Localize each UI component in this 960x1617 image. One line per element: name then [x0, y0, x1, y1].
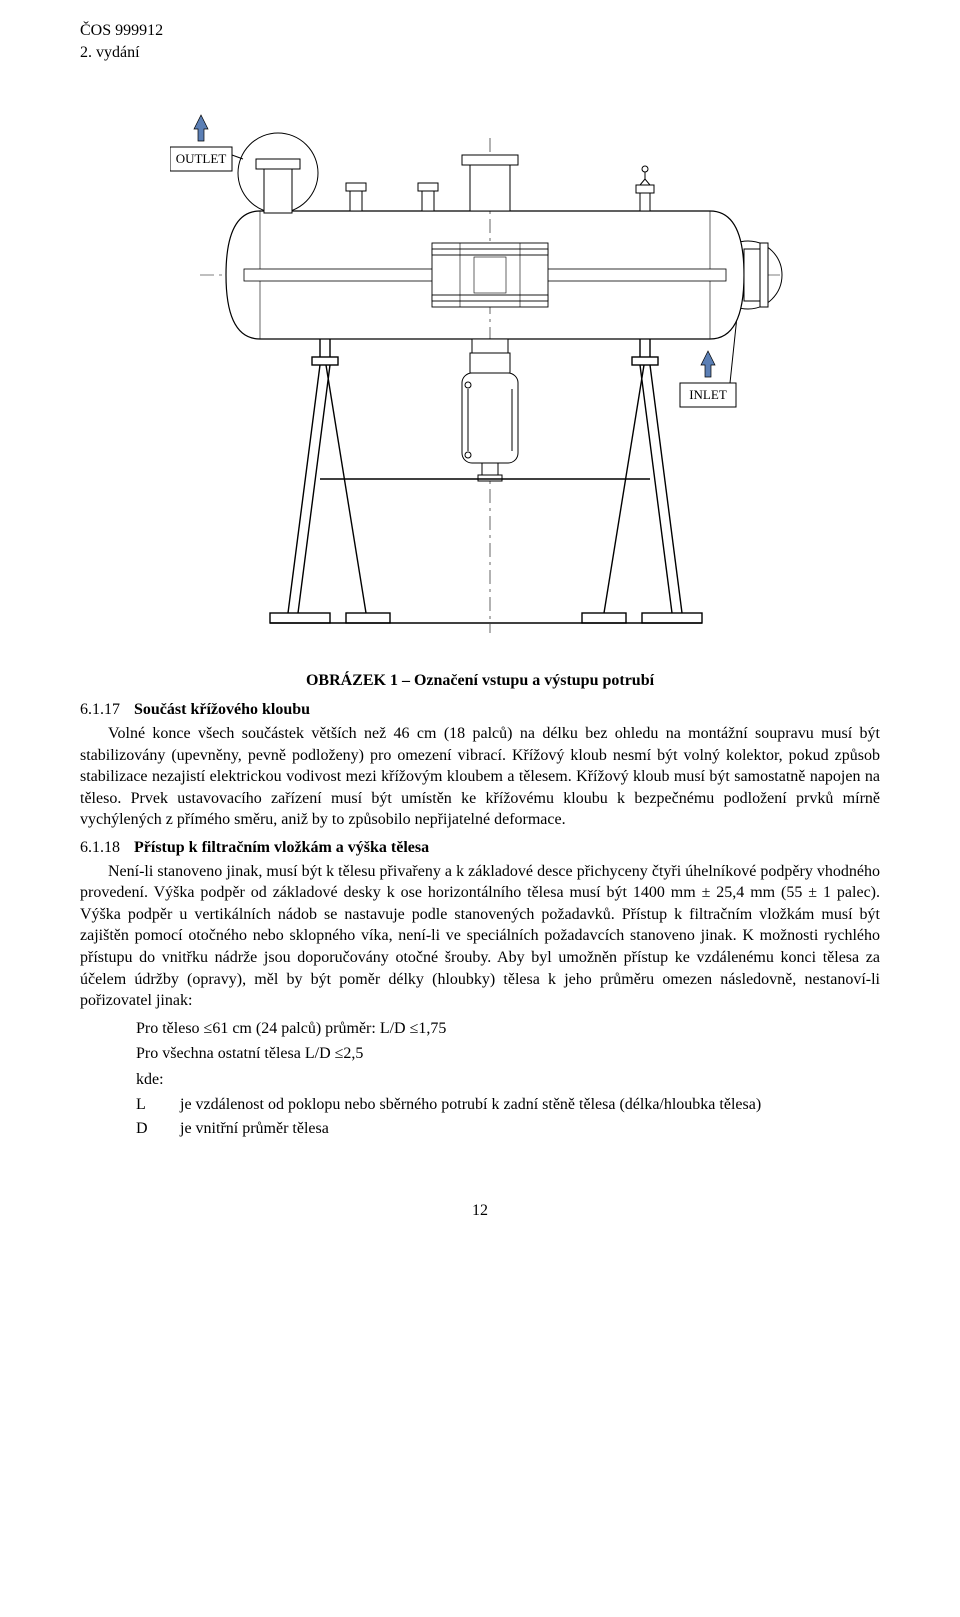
section-title: Přístup k filtračním vložkám a výška těl…	[134, 837, 880, 859]
list-item-2: Pro všechna ostatní tělesa L/D ≤2,5	[136, 1043, 880, 1065]
kde-label: kde:	[136, 1069, 880, 1091]
section-title: Součást křížového kloubu	[134, 699, 880, 721]
definition-row: L je vzdálenost od poklopu nebo sběrného…	[136, 1094, 880, 1116]
section-number: 6.1.18	[80, 837, 134, 859]
definitions: L je vzdálenost od poklopu nebo sběrného…	[136, 1094, 880, 1139]
outlet-nozzle	[256, 159, 300, 213]
definition-text: je vzdálenost od poklopu nebo sběrného p…	[180, 1094, 880, 1116]
inlet-label-text: INLET	[689, 387, 727, 402]
page-number: 12	[80, 1200, 880, 1222]
section-6-1-17-body: Volné konce všech součástek větších než …	[80, 723, 880, 831]
definition-row: D je vnitřní průměr tělesa	[136, 1118, 880, 1140]
section-6-1-17-heading: 6.1.17 Součást křížového kloubu	[80, 699, 880, 721]
definition-symbol: D	[136, 1118, 180, 1140]
doc-header: ČOS 999912 2. vydání	[80, 20, 880, 63]
figure-caption: OBRÁZEK 1 – Označení vstupu a výstupu po…	[80, 670, 880, 692]
list-item-1: Pro těleso ≤61 cm (24 palců) průměr: L/D…	[136, 1018, 880, 1040]
section-number: 6.1.17	[80, 699, 134, 721]
figure-1-diagram: OUTLET INLET	[80, 73, 880, 650]
outlet-label-text: OUTLET	[176, 151, 227, 166]
definition-symbol: L	[136, 1094, 180, 1116]
definition-text: je vnitřní průměr tělesa	[180, 1118, 880, 1140]
doc-edition: 2. vydání	[80, 42, 880, 64]
section-6-1-18-heading: 6.1.18 Přístup k filtračním vložkám a vý…	[80, 837, 880, 859]
section-6-1-18-body: Není-li stanoveno jinak, musí být k těle…	[80, 861, 880, 1012]
vessel-diagram-svg: OUTLET INLET	[170, 73, 790, 643]
doc-id: ČOS 999912	[80, 20, 880, 42]
